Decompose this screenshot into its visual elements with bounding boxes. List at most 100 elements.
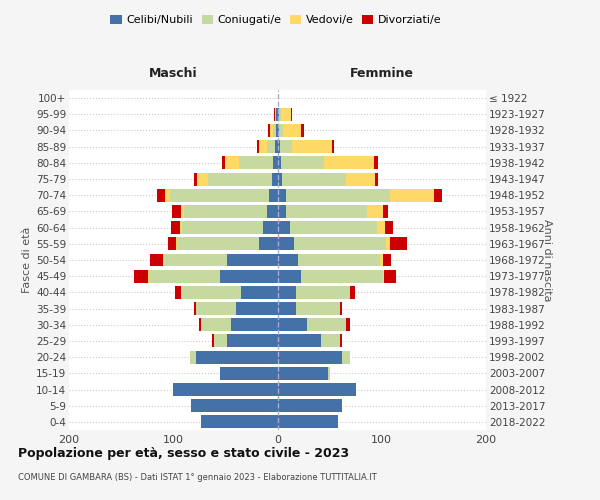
Bar (277, 399, 342, 412)
Bar (239, 156, 277, 170)
Bar (277, 367, 329, 380)
Bar (277, 140, 334, 153)
Bar (173, 383, 277, 396)
Bar (277, 189, 442, 202)
Bar (190, 350, 277, 364)
Bar (277, 350, 350, 364)
Bar (269, 189, 277, 202)
Bar (172, 205, 277, 218)
Bar (277, 238, 407, 250)
Bar (277, 221, 385, 234)
Bar (277, 318, 350, 331)
Bar (277, 221, 290, 234)
Bar (277, 254, 391, 266)
Bar (170, 189, 277, 202)
Bar (168, 238, 277, 250)
Bar (277, 254, 383, 266)
Bar (196, 302, 277, 315)
Bar (202, 318, 277, 331)
Bar (277, 416, 338, 428)
Bar (277, 383, 356, 396)
Bar (181, 286, 277, 299)
Bar (230, 318, 277, 331)
Bar (190, 350, 277, 364)
Bar (197, 172, 277, 186)
Bar (194, 172, 277, 186)
Bar (191, 399, 277, 412)
Bar (173, 383, 277, 396)
Bar (267, 205, 277, 218)
Bar (277, 399, 342, 412)
Bar (277, 172, 376, 186)
Bar (277, 334, 340, 347)
Bar (277, 238, 294, 250)
Bar (270, 124, 277, 137)
Bar (196, 350, 277, 364)
Bar (277, 205, 383, 218)
Bar (277, 205, 286, 218)
Bar (190, 350, 277, 364)
Bar (277, 286, 355, 299)
Bar (259, 238, 277, 250)
Bar (184, 205, 277, 218)
Bar (277, 270, 383, 282)
Bar (199, 318, 277, 331)
Bar (220, 367, 277, 380)
Bar (277, 124, 283, 137)
Y-axis label: Anni di nascita: Anni di nascita (542, 218, 553, 301)
Bar (163, 254, 277, 266)
Bar (277, 334, 340, 347)
Bar (275, 108, 277, 121)
Bar (181, 286, 277, 299)
Bar (171, 221, 277, 234)
Bar (165, 189, 277, 202)
Bar (277, 350, 350, 364)
Bar (277, 416, 338, 428)
Bar (277, 254, 298, 266)
Bar (179, 221, 277, 234)
Bar (277, 399, 342, 412)
Bar (277, 124, 278, 137)
Bar (149, 270, 277, 282)
Bar (277, 367, 328, 380)
Bar (263, 221, 277, 234)
Bar (236, 302, 277, 315)
Bar (227, 334, 277, 347)
Bar (277, 172, 346, 186)
Bar (277, 318, 307, 331)
Bar (181, 205, 277, 218)
Bar (222, 156, 277, 170)
Bar (220, 367, 277, 380)
Text: COMUNE DI GAMBARA (BS) - Dati ISTAT 1° gennaio 2023 - Elaborazione TUTTITALIA.IT: COMUNE DI GAMBARA (BS) - Dati ISTAT 1° g… (18, 472, 377, 482)
Bar (148, 270, 277, 282)
Bar (277, 172, 377, 186)
Bar (277, 270, 301, 282)
Bar (277, 189, 434, 202)
Bar (194, 302, 277, 315)
Bar (277, 124, 301, 137)
Bar (220, 270, 277, 282)
Bar (277, 254, 380, 266)
Bar (182, 221, 277, 234)
Bar (196, 302, 277, 315)
Bar (277, 286, 350, 299)
Bar (277, 189, 286, 202)
Bar (277, 302, 342, 315)
Y-axis label: Fasce di età: Fasce di età (22, 227, 32, 293)
Bar (268, 124, 277, 137)
Bar (277, 270, 397, 282)
Bar (277, 367, 329, 380)
Bar (277, 334, 342, 347)
Bar (214, 334, 277, 347)
Bar (173, 383, 277, 396)
Bar (277, 221, 393, 234)
Bar (277, 238, 386, 250)
Bar (274, 108, 277, 121)
Bar (277, 189, 390, 202)
Bar (277, 302, 340, 315)
Text: Maschi: Maschi (149, 67, 197, 80)
Bar (277, 156, 281, 170)
Bar (277, 140, 292, 153)
Bar (277, 108, 281, 121)
Bar (275, 140, 277, 153)
